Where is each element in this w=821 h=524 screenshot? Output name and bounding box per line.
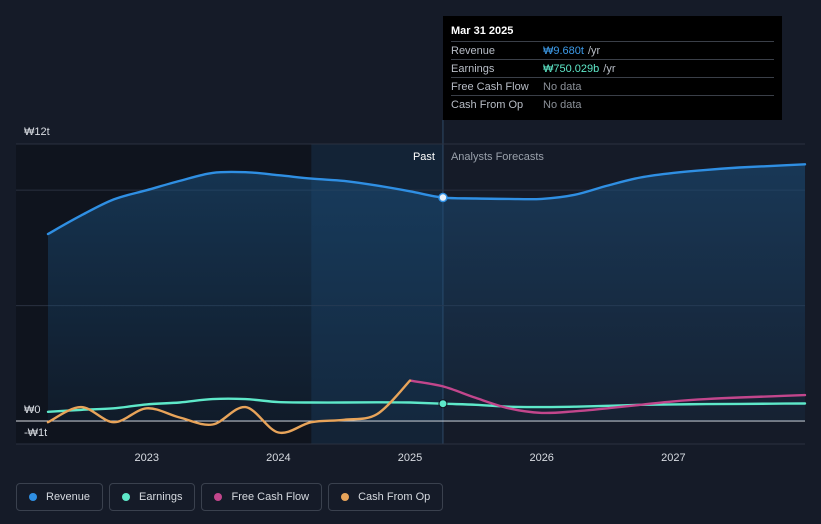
x-tick-label: 2024: [266, 452, 290, 464]
tooltip-value: No data: [543, 98, 582, 111]
earnings-dot-icon: [122, 493, 131, 501]
series-line-revenue: [46, 163, 807, 236]
legend-item-earnings[interactable]: Earnings: [109, 483, 196, 511]
legend-label: Earnings: [139, 491, 183, 503]
x-tick-label: 2023: [134, 452, 158, 464]
tooltip-value: ₩750.029b: [543, 62, 600, 75]
series-line-earnings: [46, 397, 807, 413]
tooltip-label: Revenue: [451, 44, 496, 57]
y-tick-label: -₩1t: [24, 427, 47, 439]
tooltip-row-earnings: Earnings ₩750.029b /yr: [451, 59, 774, 77]
legend-label: Free Cash Flow: [231, 491, 310, 503]
forecast-label: Analysts Forecasts: [451, 151, 544, 163]
revenue-dot-icon: [29, 493, 37, 501]
tooltip-unit: /yr: [603, 62, 616, 75]
legend-label: Cash From Op: [358, 491, 431, 503]
tooltip-row-revenue: Revenue ₩9.680t /yr: [451, 41, 774, 59]
cash-from-op-dot-icon: [341, 493, 350, 501]
past-label: Past: [413, 151, 435, 163]
series-line-cash-from-op: [46, 379, 412, 435]
free-cash-flow-dot-icon: [214, 493, 223, 501]
earnings-marker: [438, 399, 448, 409]
x-tick-label: 2027: [661, 452, 685, 464]
tooltip-value: No data: [543, 80, 582, 93]
y-tick-label: ₩0: [24, 404, 41, 416]
tooltip-label: Earnings: [451, 62, 495, 75]
revenue-area: [48, 164, 805, 422]
tooltip-date: Mar 31 2025: [451, 25, 514, 37]
legend-item-free-cash-flow[interactable]: Free Cash Flow: [201, 483, 323, 511]
tooltip-row-cfo: Cash From Op No data: [451, 95, 774, 113]
tooltip-unit: /yr: [587, 44, 601, 57]
legend: Revenue Earnings Free Cash Flow Cash Fro…: [16, 483, 444, 511]
legend-item-revenue[interactable]: Revenue: [16, 483, 104, 511]
revenue-marker: [438, 192, 448, 203]
legend-item-cash-from-op[interactable]: Cash From Op: [328, 483, 444, 511]
tooltip: Mar 31 2025 Revenue ₩9.680t /yr Earnings…: [443, 16, 782, 120]
tooltip-label: Cash From Op: [451, 98, 524, 111]
x-tick-label: 2025: [398, 452, 422, 464]
legend-label: Revenue: [46, 491, 91, 503]
tooltip-row-fcf: Free Cash Flow No data: [451, 77, 774, 95]
tooltip-value: ₩9.680t: [543, 44, 584, 57]
series-line-free-cash-flow: [408, 379, 807, 415]
x-tick-label: 2026: [529, 452, 553, 464]
tooltip-label: Free Cash Flow: [451, 80, 529, 93]
y-tick-label: ₩12t: [24, 126, 50, 138]
